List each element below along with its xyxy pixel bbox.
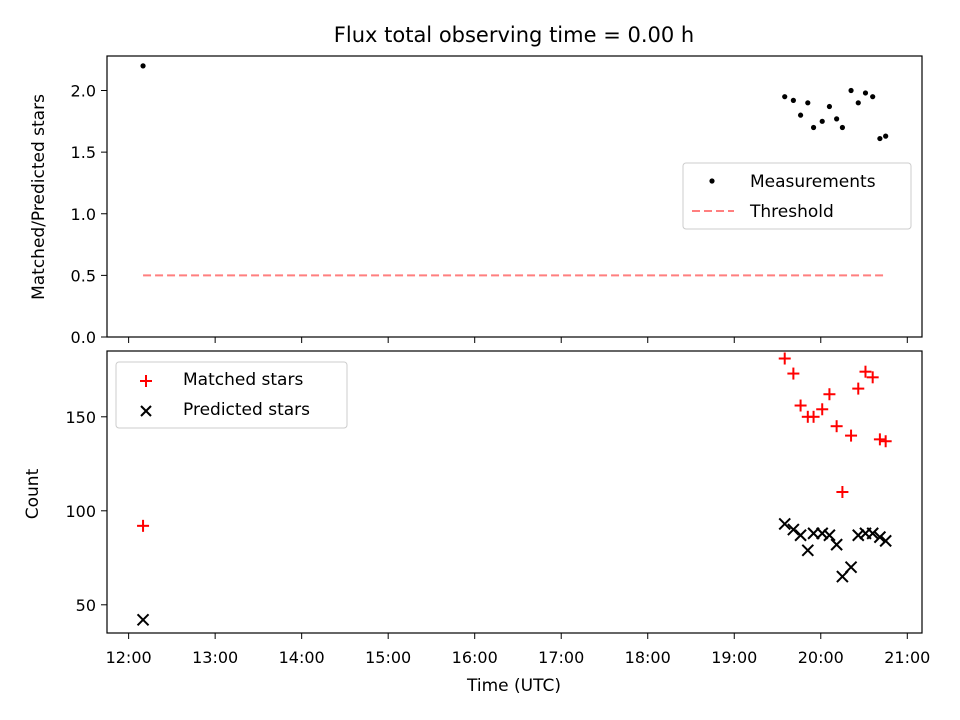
legend-measurements-label: Measurements: [750, 172, 876, 192]
bottom-y-ticks: 50 100 150: [65, 408, 107, 615]
measurement-point: [810, 124, 817, 131]
bottom-y-axis-label: Count: [23, 468, 43, 519]
top-panel: 0.00.51.01.52.0 Matched/Predicted stars …: [29, 55, 923, 347]
matched-star-point: [137, 519, 150, 532]
matched-star-point: [778, 352, 791, 365]
bottom-legend-frame: [115, 361, 348, 429]
matched-star-point: [830, 420, 843, 433]
measurement-point: [782, 94, 788, 100]
measurement-point: [862, 90, 869, 96]
legend-predicted-marker: [140, 405, 152, 417]
x-tick-label: 13:00: [192, 648, 238, 667]
top-y-tick-label: 0.5: [71, 266, 96, 285]
predicted-star-point: [816, 527, 829, 540]
predicted-star-point: [873, 530, 887, 544]
matched-star-point: [816, 403, 829, 416]
measurement-point: [839, 124, 846, 131]
measurement-point: [826, 103, 833, 110]
bottom-y-tick-label: 50: [76, 596, 96, 615]
bottom-plot-frame: [106, 350, 923, 634]
predicted-star-point: [787, 523, 800, 536]
measurement-point: [848, 87, 854, 94]
predicted-star-point: [823, 529, 836, 542]
top-marks: [140, 63, 889, 277]
measurement-point: [870, 94, 876, 100]
bottom-marks: [136, 352, 892, 627]
top-x-ticks: [128, 337, 908, 343]
measurement-point: [883, 133, 889, 139]
predicted-star-point: [794, 529, 807, 542]
measurement-point: [877, 135, 883, 142]
predicted-star-point: [136, 613, 150, 627]
x-tick-label: 20:00: [798, 648, 844, 667]
measurement-point: [855, 100, 861, 106]
legend-measurements-marker: [709, 178, 715, 184]
bottom-y-tick-label: 150: [65, 408, 96, 427]
top-y-tick-label: 0.0: [71, 328, 96, 347]
top-y-tick-label: 1.5: [71, 143, 96, 162]
matched-star-point: [852, 382, 865, 395]
bottom-y-tick-label: 100: [65, 502, 96, 521]
x-tick-label: 17:00: [538, 648, 584, 667]
matched-star-point: [845, 429, 858, 442]
measurement-point: [797, 112, 804, 118]
predicted-star-point: [852, 529, 865, 542]
matched-star-point: [873, 433, 886, 446]
predicted-star-point: [801, 544, 815, 557]
x-tick-label: 16:00: [452, 648, 498, 667]
x-tick-label: 21:00: [884, 648, 930, 667]
legend-matched-marker: [140, 375, 152, 387]
matched-star-point: [807, 410, 820, 423]
top-legend: Measurements Threshold: [682, 162, 912, 230]
matched-star-point: [794, 399, 807, 412]
measurement-point: [790, 97, 796, 103]
predicted-star-point: [844, 560, 858, 574]
legend-threshold-label: Threshold: [749, 202, 834, 222]
x-tick-label: 14:00: [279, 648, 325, 667]
matched-star-point: [866, 371, 879, 384]
top-plot-frame: [106, 55, 923, 338]
matched-star-point: [823, 388, 836, 401]
legend-predicted-label: Predicted stars: [183, 400, 310, 420]
top-legend-frame: [682, 162, 912, 230]
legend-matched-label: Matched stars: [183, 370, 303, 390]
x-tick-label: 19:00: [711, 648, 757, 667]
predicted-star-point: [830, 538, 843, 551]
measurement-point: [805, 100, 811, 106]
x-tick-label: 12:00: [106, 648, 152, 667]
predicted-star-point: [778, 517, 791, 531]
bottom-x-ticks: 12:00 13:00 14:00 15:00 16:00 17:00 18:00 19:00…: [106, 633, 930, 667]
chart-title: Flux total observing time = 0.00 h: [334, 23, 694, 47]
matched-star-point: [859, 365, 872, 378]
matched-star-point: [787, 367, 800, 380]
predicted-star-point: [879, 534, 892, 548]
predicted-star-point: [866, 527, 879, 540]
top-y-ticks: 0.0 0.5 1.0 1.5 2.0: [71, 82, 107, 347]
top-y-axis-label: Matched/Predicted stars: [29, 94, 49, 300]
x-tick-label: 18:00: [625, 648, 671, 667]
x-tick-label: 15:00: [365, 648, 411, 667]
bottom-legend: Matched stars Predicted stars: [115, 361, 348, 429]
measurement-point: [834, 116, 840, 122]
measurement-point: [819, 118, 825, 124]
matched-star-point: [836, 486, 849, 498]
top-y-tick-label: 2.0: [71, 82, 96, 101]
measurement-point: [140, 63, 146, 69]
x-axis-label: Time (UTC): [466, 676, 561, 696]
top-y-tick-label: 1.0: [71, 205, 96, 224]
matched-star-point: [879, 435, 892, 448]
